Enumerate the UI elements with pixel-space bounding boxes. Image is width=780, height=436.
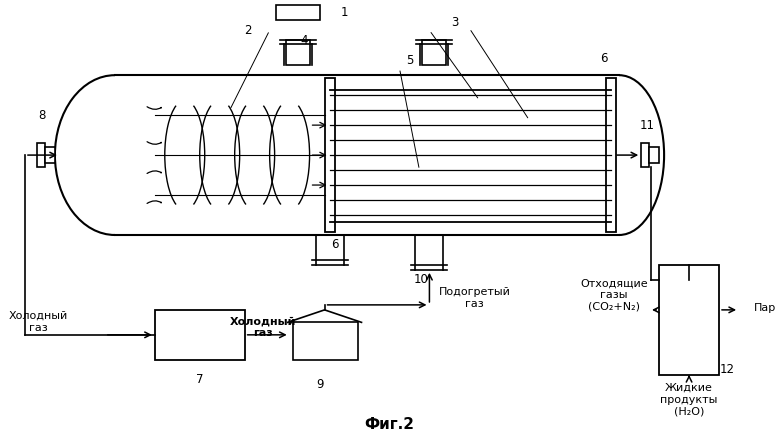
Bar	[154, 310, 245, 360]
Text: 3: 3	[451, 16, 458, 29]
Text: 1: 1	[341, 6, 349, 19]
Text: Жидкие
продукты
(H₂O): Жидкие продукты (H₂O)	[661, 383, 718, 416]
Text: 11: 11	[640, 119, 654, 132]
Text: 4: 4	[301, 34, 308, 47]
Text: 7: 7	[196, 373, 204, 386]
Bar	[324, 78, 335, 232]
Text: Холодный
газ: Холодный газ	[9, 311, 68, 333]
Bar	[37, 143, 45, 167]
Text: 10: 10	[414, 273, 429, 286]
FancyArrowPatch shape	[147, 171, 161, 174]
Bar	[423, 40, 446, 65]
Bar	[285, 40, 310, 65]
FancyArrowPatch shape	[147, 142, 161, 144]
Text: 12: 12	[719, 363, 735, 376]
Text: 8: 8	[38, 109, 46, 122]
Text: Фиг.2: Фиг.2	[364, 417, 414, 432]
Text: 6: 6	[601, 52, 608, 65]
Bar	[275, 5, 320, 20]
Text: Отходящие
газы
(CO₂+N₂): Отходящие газы (CO₂+N₂)	[580, 278, 648, 311]
Text: Подогретый
газ: Подогретый газ	[438, 287, 510, 309]
Bar	[45, 147, 55, 163]
Text: 6: 6	[331, 238, 339, 252]
Text: 2: 2	[244, 24, 251, 37]
Text: 5: 5	[406, 54, 413, 67]
Bar	[659, 265, 719, 375]
Bar	[649, 147, 659, 163]
Bar	[292, 322, 357, 360]
Bar	[606, 78, 616, 232]
Text: Холодный
газ: Холодный газ	[229, 316, 296, 337]
Text: Пар: Пар	[754, 303, 776, 313]
Text: 9: 9	[316, 378, 324, 391]
FancyArrowPatch shape	[147, 107, 161, 109]
Bar	[641, 143, 649, 167]
FancyArrowPatch shape	[147, 201, 161, 204]
